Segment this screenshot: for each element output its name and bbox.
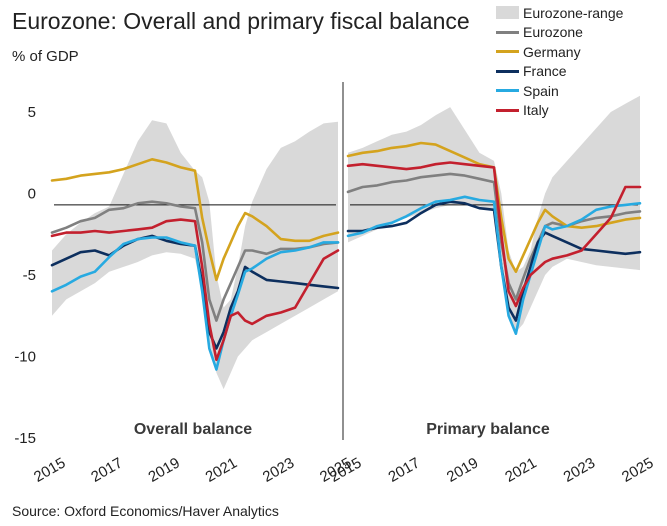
y-tick-label: -5 [23,267,36,284]
chart-title: Eurozone: Overall and primary fiscal bal… [12,8,470,34]
unit-label: % of GDP [12,48,79,65]
x-tick-label: 2015 [31,454,68,485]
eurozone-range-area [348,95,640,333]
legend-swatch-spain [496,89,519,93]
legend-swatch-range [496,6,519,20]
legend-swatch-eurozone [496,30,519,34]
x-tick-label: 2025 [619,454,656,485]
legend-item-eurozone: Eurozone [496,23,623,43]
legend-item-range: Eurozone-range [496,3,623,23]
legend-label-italy: Italy [523,102,549,119]
y-tick-label: 5 [28,104,36,121]
x-tick-label: 2019 [145,454,182,485]
series-line-spain [50,236,340,371]
source-note: Source: Oxford Economics/Haver Analytics [12,503,279,519]
legend-label-range: Eurozone-range [523,4,624,21]
y-tick-label: -15 [14,430,36,447]
legend-label-spain: Spain [523,82,559,99]
series-line-spain [346,195,642,336]
series-line-germany [50,158,340,282]
legend-label-eurozone: Eurozone [523,24,583,41]
legend-label-germany: Germany [523,43,581,60]
x-tick-label: 2021 [502,454,539,485]
series-line-italy [346,161,642,308]
series-line-eurozone [50,200,340,322]
legend-label-france: France [523,63,567,80]
y-tick-label: -10 [14,349,36,366]
panel-title: Overall balance [134,421,252,438]
x-tick-label: 2023 [561,454,598,485]
legend: Eurozone-range Eurozone Germany France S… [496,3,623,120]
y-tick-label: 0 [28,186,36,203]
series-line-germany [346,141,642,274]
eurozone-range-area [52,120,338,390]
legend-item-france: France [496,62,623,82]
legend-swatch-italy [496,108,519,112]
x-tick-label: 2023 [260,454,297,485]
legend-item-germany: Germany [496,42,623,62]
x-tick-label: 2019 [444,454,481,485]
x-tick-label: 2017 [385,454,422,485]
series-line-italy [50,218,340,362]
legend-swatch-germany [496,50,519,54]
panel-title: Primary balance [426,421,550,438]
legend-swatch-france [496,69,519,73]
legend-item-spain: Spain [496,81,623,101]
x-tick-label: 2017 [88,454,125,485]
x-tick-label: 2021 [203,454,240,485]
legend-item-italy: Italy [496,101,623,121]
